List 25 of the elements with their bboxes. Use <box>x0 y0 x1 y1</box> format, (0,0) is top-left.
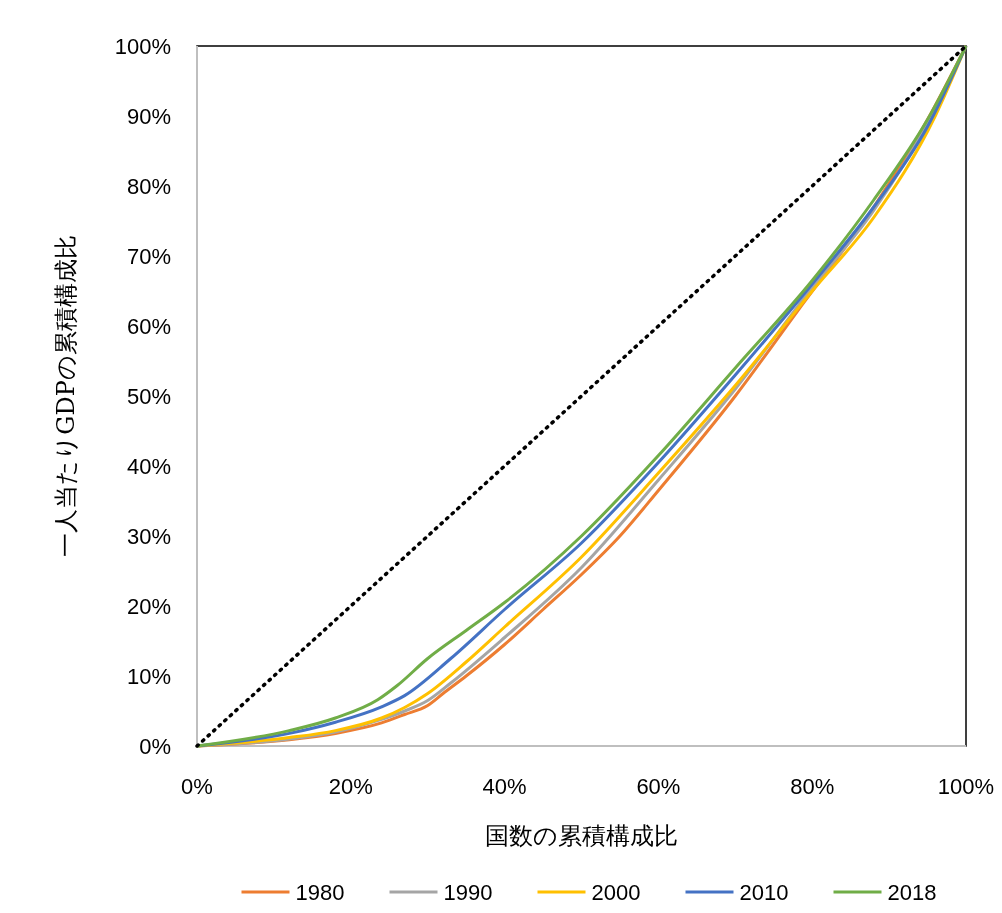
y-axis-title: 一人当たりGDPの累積構成比 <box>52 235 80 557</box>
x-tick-label: 0% <box>181 773 213 799</box>
y-tick-label: 80% <box>126 173 171 199</box>
x-axis-title: 国数の累積構成比 <box>485 822 678 850</box>
y-tick-label: 60% <box>126 313 171 339</box>
y-tick-label: 30% <box>126 523 171 549</box>
y-tick-label: 100% <box>114 33 171 59</box>
y-tick-label: 50% <box>126 383 171 409</box>
y-tick-label: 90% <box>126 103 171 129</box>
y-tick-label: 10% <box>126 663 171 689</box>
y-tick-label: 0% <box>139 733 171 759</box>
legend-label: 2018 <box>887 879 937 905</box>
legend-label: 2000 <box>591 879 641 905</box>
legend-label: 2010 <box>739 879 789 905</box>
legend-label: 1980 <box>295 879 345 905</box>
y-tick-label: 70% <box>126 243 171 269</box>
legend-label: 1990 <box>443 879 493 905</box>
y-tick-label: 20% <box>126 593 171 619</box>
x-tick-label: 20% <box>328 773 373 799</box>
x-tick-label: 80% <box>790 773 835 799</box>
x-tick-label: 40% <box>482 773 527 799</box>
x-tick-label: 60% <box>636 773 681 799</box>
y-tick-label: 40% <box>126 453 171 479</box>
line-series <box>195 44 968 748</box>
x-tick-label: 100% <box>937 773 995 799</box>
